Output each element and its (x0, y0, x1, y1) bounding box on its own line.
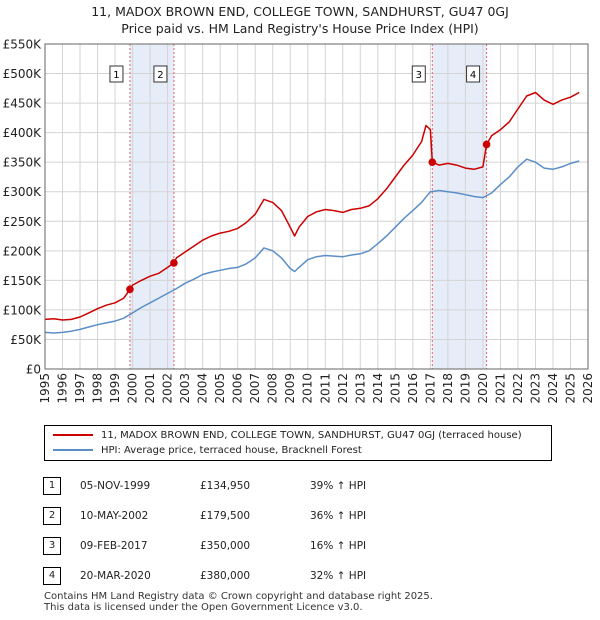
x-tick-label: 1997 (73, 373, 87, 404)
sale-hpi-change: 39% ↑ HPI (310, 480, 367, 492)
x-tick-label: 2022 (511, 373, 525, 404)
sale-marker-label-box (109, 65, 124, 83)
sale-number-badge: 2 (43, 507, 61, 525)
x-tick-label: 2023 (528, 373, 542, 404)
sale-number-badge: 3 (43, 537, 61, 555)
table-row: 2 10-MAY-2002 £179,500 36% ↑ HPI (0, 507, 600, 527)
sale-point (428, 158, 437, 166)
x-tick-label: 1999 (108, 373, 122, 404)
footer-licence: This data is licensed under the Open Gov… (44, 602, 363, 613)
plot-area (45, 44, 588, 369)
sale-hpi-change: 36% ↑ HPI (310, 510, 367, 522)
y-tick-label: £300K (3, 185, 43, 199)
x-tick-label: 2016 (406, 373, 420, 404)
legend-swatch-property (53, 434, 93, 436)
hpi-line (44, 158, 580, 334)
chart-title: 11, MADOX BROWN END, COLLEGE TOWN, SANDH… (91, 4, 509, 19)
plot-frame (44, 43, 589, 370)
legend-item-hpi: HPI: Average price, terraced house, Brac… (53, 444, 362, 458)
footer: Contains HM Land Registry data © Crown c… (44, 591, 433, 613)
sale-date: 10-MAY-2002 (80, 510, 149, 522)
sale-price: £350,000 (200, 540, 251, 552)
chart-subtitle: Price paid vs. HM Land Registry's House … (121, 21, 479, 36)
x-tick-label: 2007 (248, 373, 262, 404)
x-tick-label: 2026 (581, 373, 595, 404)
x-tick-label: 2020 (476, 373, 490, 404)
sale-price: £134,950 (200, 480, 251, 492)
y-tick-label: £0 (26, 363, 41, 377)
x-tick-label: 2001 (143, 373, 157, 404)
x-tick-label: 2024 (546, 373, 560, 404)
table-row: 3 09-FEB-2017 £350,000 16% ↑ HPI (0, 537, 600, 557)
sale-marker-label: 1 (113, 70, 119, 81)
sale-number-badge: 1 (43, 477, 61, 495)
legend-item-property: 11, MADOX BROWN END, COLLEGE TOWN, SANDH… (53, 429, 522, 443)
x-tick-label: 2019 (458, 373, 472, 404)
x-tick-label: 2008 (266, 373, 280, 404)
y-tick-label: £200K (3, 244, 43, 258)
sale-marker-label-box (153, 65, 168, 83)
x-tick-label: 2012 (336, 373, 350, 404)
sale-period-shading (432, 44, 487, 369)
y-tick-label: £350K (3, 156, 43, 170)
sale-date: 20-MAR-2020 (80, 570, 151, 582)
x-tick-label: 2014 (371, 373, 385, 404)
sale-date: 05-NOV-1999 (80, 480, 151, 492)
chart-title-block: 11, MADOX BROWN END, COLLEGE TOWN, SANDH… (0, 3, 600, 37)
y-tick-label: £500K (3, 67, 43, 81)
x-tick-label: 2025 (563, 373, 577, 404)
x-tick-label: 1996 (56, 373, 70, 404)
table-row: 4 20-MAR-2020 £380,000 32% ↑ HPI (0, 567, 600, 587)
y-tick-label: £450K (3, 97, 43, 111)
y-tick-label: £100K (3, 303, 43, 317)
legend: 11, MADOX BROWN END, COLLEGE TOWN, SANDH… (44, 425, 552, 461)
y-tick-label: £550K (3, 38, 43, 52)
y-tick-label: £400K (3, 126, 43, 140)
x-tick-label: 2005 (213, 373, 227, 404)
sale-marker-label-box (466, 65, 481, 83)
sale-hpi-change: 32% ↑ HPI (310, 570, 367, 582)
x-tick-label: 2015 (388, 373, 402, 404)
x-tick-label: 2011 (318, 373, 332, 404)
x-tick-label: 2006 (231, 373, 245, 404)
x-tick-label: 2004 (196, 373, 210, 404)
y-tick-label: £150K (3, 274, 43, 288)
x-tick-label: 2003 (178, 373, 192, 404)
sale-number-badge: 4 (43, 567, 61, 585)
sale-marker-label: 4 (470, 70, 476, 81)
property-price-line (44, 91, 580, 321)
x-tick-label: 1995 (38, 373, 52, 404)
sale-point (170, 259, 178, 267)
legend-label-property: 11, MADOX BROWN END, COLLEGE TOWN, SANDH… (101, 430, 522, 441)
sale-date: 09-FEB-2017 (80, 540, 148, 552)
price-chart: 1 2 3 4 £0 £50K £100K £150K £200K £250K £300K £350K… (3, 38, 595, 404)
legend-swatch-hpi (53, 449, 93, 451)
x-tick-label: 2021 (493, 373, 507, 404)
sale-period-shading (129, 44, 174, 369)
sale-price: £179,500 (200, 510, 251, 522)
y-tick-label: £250K (3, 215, 43, 229)
table-row: 1 05-NOV-1999 £134,950 39% ↑ HPI (0, 477, 600, 497)
y-tick-label: £50K (10, 333, 42, 347)
legend-label-hpi: HPI: Average price, terraced house, Brac… (101, 445, 362, 456)
sale-price: £380,000 (200, 570, 251, 582)
sale-marker-label: 2 (157, 70, 163, 81)
footer-copyright: Contains HM Land Registry data © Crown c… (44, 591, 433, 602)
x-tick-label: 2010 (301, 373, 315, 404)
x-tick-label: 2009 (283, 373, 297, 404)
sale-marker-label-box (411, 65, 426, 83)
x-tick-label: 1998 (91, 373, 105, 404)
x-tick-label: 2013 (353, 373, 367, 404)
x-tick-label: 2000 (126, 373, 140, 404)
sale-hpi-change: 16% ↑ HPI (310, 540, 367, 552)
sale-point (482, 140, 491, 149)
sale-point (126, 285, 134, 294)
x-tick-label: 2002 (161, 373, 175, 404)
x-tick-label: 2017 (423, 373, 437, 404)
sale-marker-label: 3 (416, 70, 422, 81)
x-tick-label: 2018 (441, 373, 455, 404)
